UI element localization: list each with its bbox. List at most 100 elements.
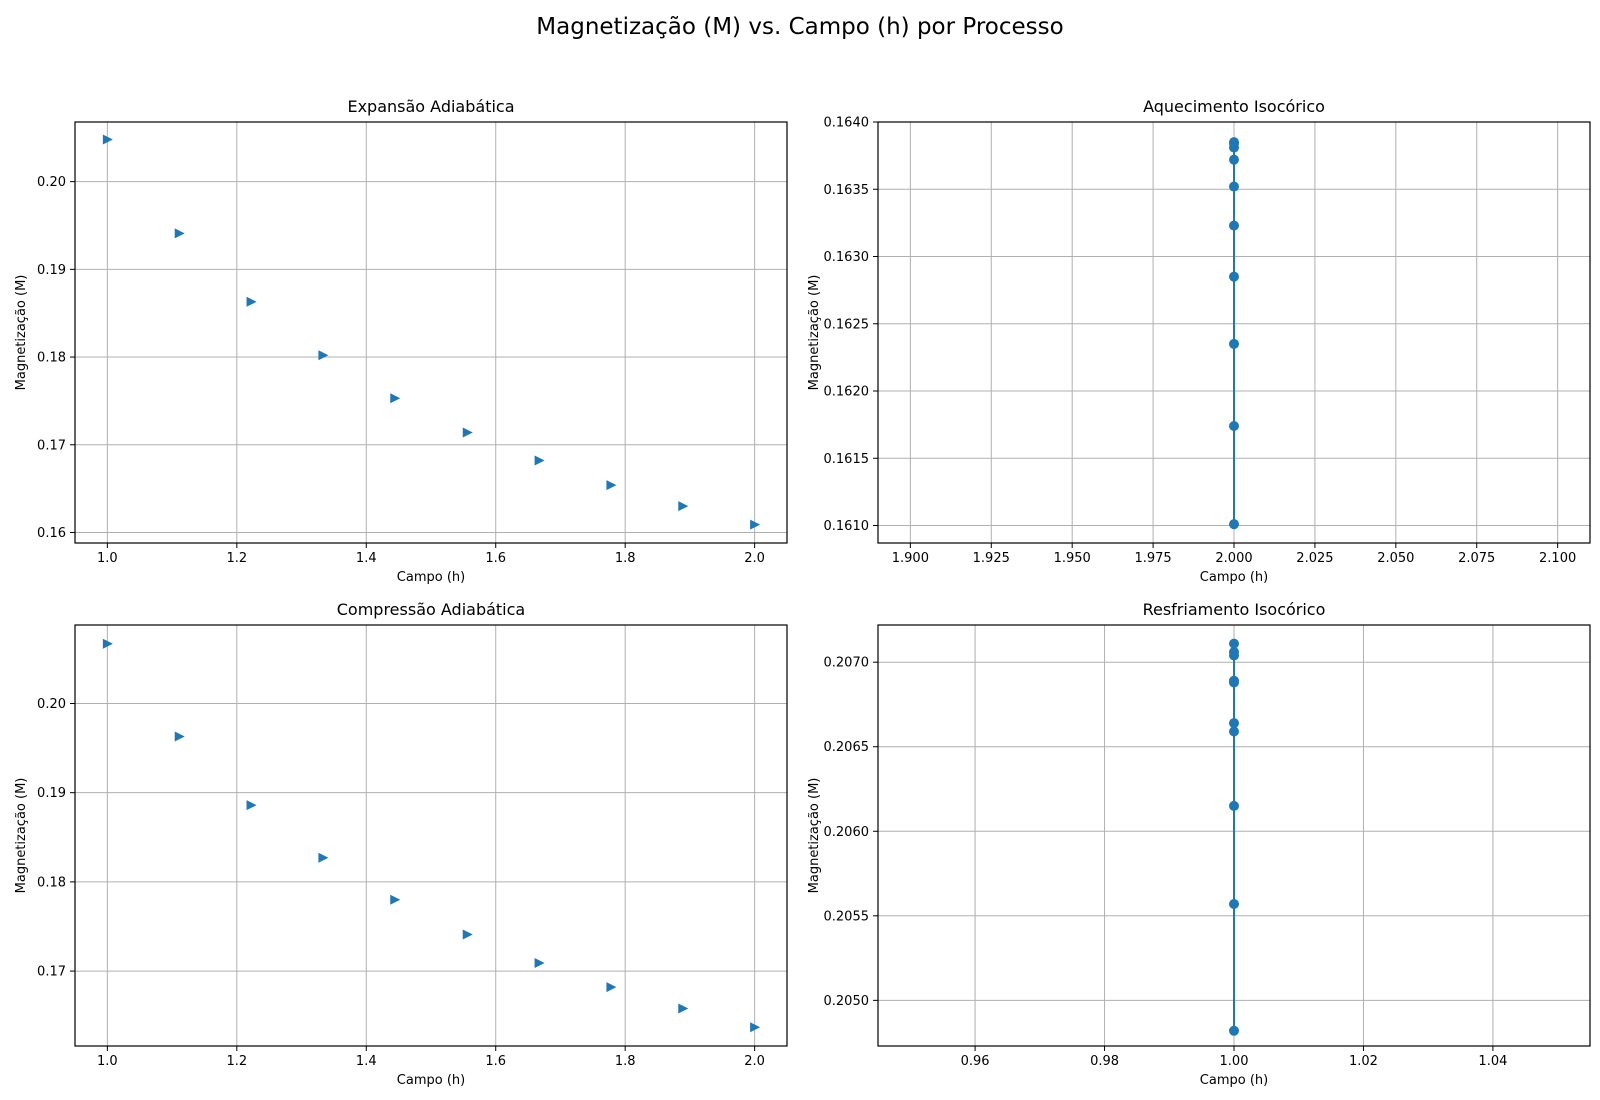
data-point [174, 731, 185, 742]
data-point [390, 393, 401, 404]
data-point [750, 1022, 761, 1033]
subplot-resfriamento-isocorico: 0.96 0.98 1.00 1.02 1.04 0.2050 0.2055 0.2060 0.… [807, 600, 1591, 1088]
data-point [1229, 420, 1239, 431]
x-tick-label: 2.050 [1377, 551, 1414, 566]
y-tick-label: 0.1635 [824, 183, 870, 198]
data-point [606, 480, 617, 491]
y-tick-label: 0.1625 [824, 317, 870, 332]
x-tick-label: 1.2 [226, 551, 247, 566]
data-point [534, 958, 545, 969]
subplot-title: Expansão Adiabática [347, 97, 514, 116]
data-point [1229, 338, 1239, 349]
y-axis-label: Magnetização (M) [807, 778, 822, 894]
y-tick-label: 0.1615 [824, 452, 870, 467]
y-tick-label: 0.2070 [824, 656, 870, 671]
data-point [390, 894, 401, 905]
y-tick-label: 0.17 [37, 438, 66, 453]
x-tick-label: 1.925 [973, 551, 1010, 566]
data-point [1229, 271, 1239, 282]
y-tick-label: 0.20 [37, 697, 66, 712]
x-tick-label: 2.100 [1539, 551, 1576, 566]
data-point [1229, 800, 1239, 811]
data-point [1229, 154, 1239, 165]
x-axis-label: Campo (h) [1200, 1073, 1268, 1088]
x-tick-label: 1.6 [485, 551, 506, 566]
x-tick-label: 1.4 [356, 1054, 377, 1069]
y-tick-label: 0.20 [37, 175, 66, 190]
x-tick-label: 1.02 [1349, 1054, 1378, 1069]
x-tick-label: 1.2 [226, 1054, 247, 1069]
data-point [1229, 726, 1239, 737]
x-tick-label: 1.975 [1134, 551, 1171, 566]
subplot-title: Compressão Adiabática [337, 600, 525, 619]
data-point [678, 501, 689, 512]
x-tick-label: 0.96 [961, 1054, 990, 1069]
x-tick-label: 1.00 [1220, 1054, 1249, 1069]
data-point [1229, 137, 1239, 148]
x-tick-label: 1.0 [97, 1054, 118, 1069]
x-tick-label: 2.0 [744, 1054, 765, 1069]
x-axis-label: Campo (h) [397, 570, 465, 585]
y-tick-label: 0.18 [37, 351, 66, 366]
data-point [1229, 638, 1239, 649]
data-point [102, 134, 113, 145]
axes-frame [877, 121, 1591, 544]
y-tick-label: 0.19 [37, 263, 66, 278]
x-tick-label: 2.025 [1296, 551, 1333, 566]
x-axis-label: Campo (h) [1200, 570, 1268, 585]
y-tick-label: 0.1630 [824, 250, 870, 265]
y-tick-label: 0.17 [37, 965, 66, 980]
y-tick-label: 0.2055 [824, 909, 870, 924]
x-tick-label: 1.8 [615, 551, 636, 566]
data-point [534, 455, 545, 466]
data-point [1229, 675, 1239, 686]
data-point [318, 350, 329, 361]
x-axis-label: Campo (h) [397, 1073, 465, 1088]
y-axis-label: Magnetização (M) [14, 778, 29, 894]
subplot-title: Resfriamento Isocórico [1143, 600, 1326, 619]
x-tick-label: 1.900 [892, 551, 929, 566]
data-point [462, 427, 473, 438]
y-tick-label: 0.1640 [824, 116, 870, 131]
y-tick-label: 0.2065 [824, 740, 870, 755]
data-point [246, 800, 257, 811]
data-point [1229, 181, 1239, 192]
y-axis-label: Magnetização (M) [807, 275, 822, 391]
data-point [102, 638, 113, 649]
subplot-title: Aquecimento Isocórico [1143, 97, 1325, 116]
y-tick-label: 0.2060 [824, 825, 870, 840]
x-tick-label: 1.8 [615, 1054, 636, 1069]
data-point [606, 982, 617, 993]
data-point [1229, 898, 1239, 909]
data-point [246, 296, 257, 307]
subplot-expansao-adiabatica: 1.0 1.2 1.4 1.6 1.8 2.0 0.16 0.17 0.18 0.19 0.20 Ex… [14, 97, 788, 585]
data-point [1229, 647, 1239, 658]
x-tick-label: 1.4 [356, 551, 377, 566]
subplot-aquecimento-isocorico: 1.900 1.925 1.950 1.975 2.000 2.025 2.050 2.075… [807, 97, 1591, 585]
figure-title: Magnetização (M) vs. Campo (h) por Proce… [536, 14, 1064, 40]
x-tick-label: 1.950 [1054, 551, 1091, 566]
y-tick-label: 0.1620 [824, 385, 870, 400]
y-axis-label: Magnetização (M) [14, 275, 29, 391]
data-point [1229, 718, 1239, 729]
data-point [1229, 1025, 1239, 1036]
x-tick-label: 1.04 [1478, 1054, 1507, 1069]
x-tick-label: 2.075 [1458, 551, 1495, 566]
data-point [750, 519, 761, 530]
axes-frame [74, 121, 788, 544]
y-tick-label: 0.16 [37, 526, 66, 541]
y-tick-label: 0.2050 [824, 994, 870, 1009]
subplot-compressao-adiabatica: 1.0 1.2 1.4 1.6 1.8 2.0 0.17 0.18 0.19 0.20 Compre… [14, 600, 788, 1088]
axes-frame [877, 624, 1591, 1047]
data-point [462, 929, 473, 940]
x-tick-label: 2.000 [1215, 551, 1252, 566]
x-tick-label: 0.98 [1090, 1054, 1119, 1069]
data-point [1229, 519, 1239, 530]
data-point [174, 228, 185, 239]
x-tick-label: 1.0 [97, 551, 118, 566]
data-point [1229, 220, 1239, 231]
y-tick-label: 0.1610 [824, 519, 870, 534]
x-tick-label: 1.6 [485, 1054, 506, 1069]
y-tick-label: 0.19 [37, 786, 66, 801]
